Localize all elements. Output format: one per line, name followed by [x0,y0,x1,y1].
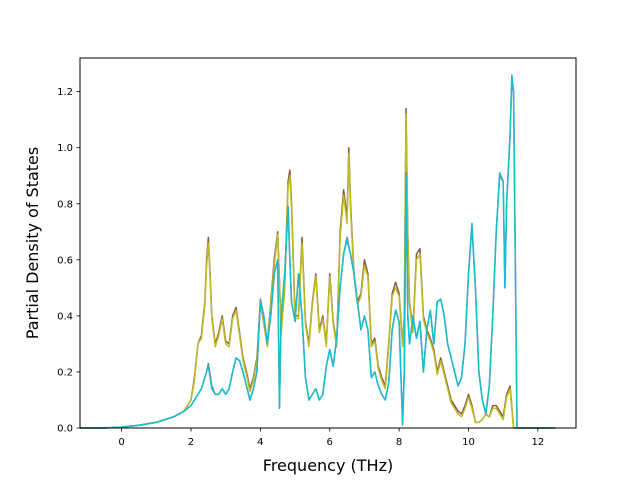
y-tick-label: 1.2 [57,87,73,98]
x-axis: 0 2 4 6 8 10 12 [118,428,544,448]
y-tick-label: 0.8 [57,199,73,210]
x-tick-label: 0 [118,437,124,448]
series-line-2 [80,113,556,429]
y-tick-label: 0.2 [57,367,73,378]
plot-frame [79,57,577,429]
series-line-4 [80,74,556,429]
x-tick-label: 2 [188,437,194,448]
x-tick-label: 4 [257,437,263,448]
x-tick-label: 6 [327,437,333,448]
y-axis-label: Partial Density of States [23,147,42,339]
y-tick-label: 0.6 [57,255,73,266]
y-axis: 0.0 0.2 0.4 0.6 0.8 1.0 1.2 [57,87,80,435]
series-line-3 [80,79,556,429]
x-tick-label: 8 [396,437,402,448]
x-tick-label: 10 [462,437,475,448]
series-line-1 [80,107,556,429]
y-tick-label: 1.0 [57,143,73,154]
y-tick-label: 0.0 [57,424,73,435]
x-tick-label: 12 [531,437,544,448]
y-tick-label: 0.4 [57,311,73,322]
x-axis-label: Frequency (THz) [263,456,393,475]
plot-lines [80,74,556,429]
